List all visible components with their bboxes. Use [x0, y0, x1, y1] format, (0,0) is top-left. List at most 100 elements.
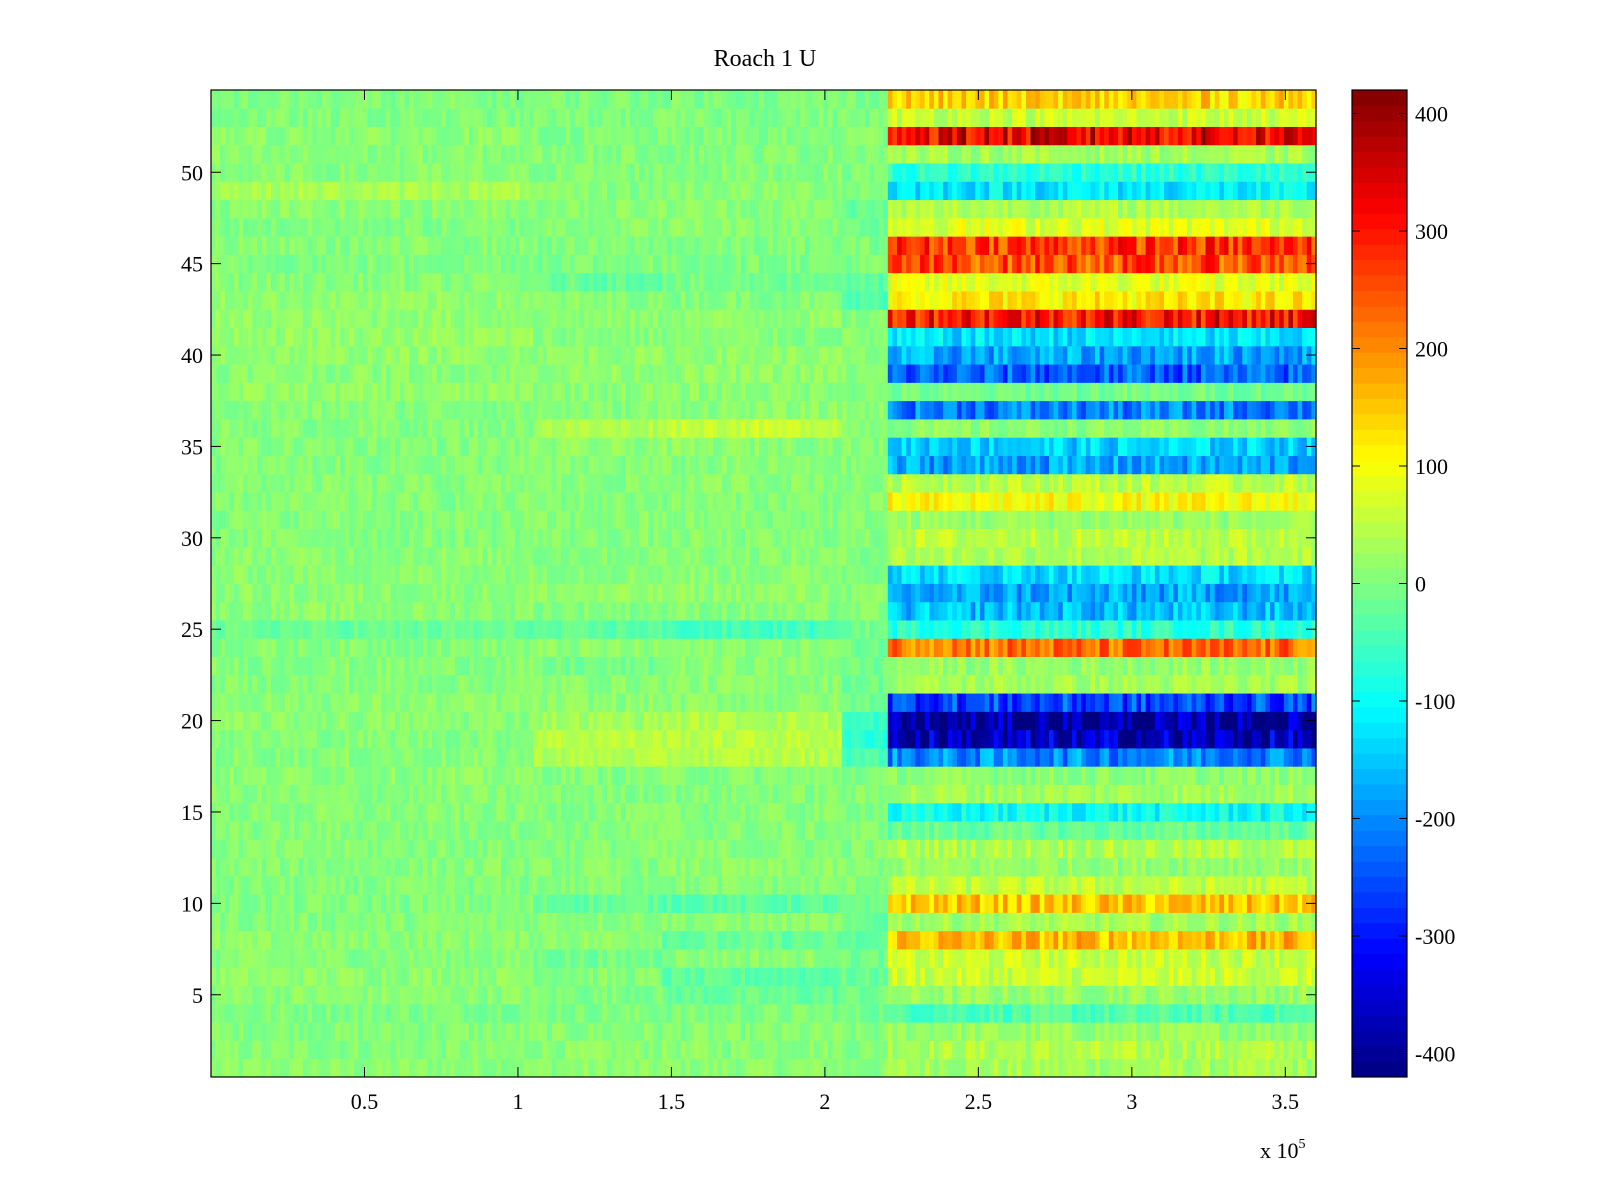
- heatmap-cell: [786, 857, 792, 877]
- heatmap-cell: [390, 1003, 396, 1023]
- heatmap-cell: [427, 875, 433, 895]
- heatmap-cell: [966, 857, 972, 877]
- heatmap-cell: [791, 930, 797, 950]
- heatmap-cell: [676, 693, 682, 712]
- heatmap-cell: [270, 693, 277, 712]
- heatmap-cell: [524, 1058, 530, 1078]
- heatmap-cell: [358, 693, 364, 712]
- heatmap-cell: [349, 985, 355, 1005]
- heatmap-cell: [496, 912, 502, 932]
- heatmap-cell: [685, 875, 691, 895]
- heatmap-cell: [1127, 1003, 1133, 1023]
- heatmap-cell: [491, 875, 498, 895]
- heatmap-cell: [616, 949, 622, 968]
- heatmap-cell: [275, 784, 281, 804]
- heatmap-cell: [1154, 875, 1161, 895]
- heatmap-cell: [1288, 1022, 1294, 1041]
- heatmap-cell: [238, 967, 244, 987]
- heatmap-cell: [266, 967, 272, 987]
- heatmap-cell: [1292, 748, 1299, 767]
- heatmap-cell: [1214, 729, 1220, 749]
- heatmap-cell: [1021, 857, 1027, 877]
- heatmap-cell: [464, 912, 470, 932]
- heatmap-cell: [772, 1058, 778, 1078]
- heatmap-cell: [846, 857, 852, 877]
- heatmap-cell: [827, 912, 834, 932]
- heatmap-cell: [289, 912, 295, 932]
- heatmap-cell: [694, 949, 700, 968]
- heatmap-cell: [795, 930, 801, 950]
- heatmap-cell: [349, 784, 355, 804]
- heatmap-cell: [519, 930, 525, 950]
- heatmap-cell: [514, 821, 521, 840]
- heatmap-cell: [1104, 875, 1110, 895]
- heatmap-cell: [892, 949, 898, 968]
- heatmap-cell: [777, 1022, 783, 1041]
- heatmap-cell: [740, 729, 746, 749]
- heatmap-cell: [860, 1058, 866, 1078]
- heatmap-cell: [574, 967, 580, 987]
- heatmap-cell: [1095, 784, 1101, 804]
- heatmap-cell: [303, 985, 309, 1005]
- heatmap-cell: [1136, 839, 1142, 859]
- heatmap-cell: [542, 857, 548, 877]
- heatmap-cell: [335, 857, 341, 877]
- heatmap-cell: [482, 693, 488, 712]
- heatmap-cell: [1053, 802, 1059, 822]
- heatmap-cell: [662, 967, 668, 987]
- heatmap-cell: [993, 1058, 999, 1078]
- heatmap-cell: [441, 894, 447, 913]
- heatmap-cell: [1099, 729, 1105, 749]
- heatmap-cell: [850, 985, 857, 1005]
- heatmap-cell: [1233, 985, 1239, 1005]
- heatmap-cell: [303, 1022, 309, 1041]
- heatmap-cell: [712, 839, 719, 859]
- heatmap-cell: [436, 821, 442, 840]
- heatmap-cell: [1104, 949, 1110, 968]
- heatmap-cell: [404, 857, 410, 877]
- heatmap-cell: [1302, 729, 1308, 749]
- heatmap-cell: [1297, 1022, 1303, 1041]
- heatmap-cell: [832, 766, 838, 785]
- heatmap-cell: [215, 875, 221, 895]
- heatmap-cell: [252, 1022, 258, 1041]
- heatmap-cell: [906, 729, 912, 749]
- heatmap-cell: [1113, 802, 1119, 822]
- heatmap-cell: [850, 711, 857, 731]
- heatmap-cell: [1168, 930, 1174, 950]
- heatmap-cell: [616, 821, 622, 840]
- heatmap-cell: [1012, 784, 1018, 804]
- heatmap-cell: [326, 967, 332, 987]
- heatmap-cell: [247, 802, 254, 822]
- heatmap-cell: [947, 1040, 953, 1060]
- heatmap-cell: [1297, 1058, 1303, 1078]
- heatmap-cell: [1168, 875, 1174, 895]
- heatmap-cell: [611, 985, 617, 1005]
- heatmap-cell: [676, 875, 682, 895]
- heatmap-cell: [897, 821, 903, 840]
- heatmap-cell: [261, 857, 267, 877]
- heatmap-cell: [745, 729, 751, 749]
- heatmap-cell: [395, 693, 401, 712]
- heatmap-cell: [330, 1003, 336, 1023]
- heatmap-cell: [666, 1003, 673, 1023]
- heatmap-cell: [1214, 802, 1220, 822]
- heatmap-cell: [1085, 748, 1091, 767]
- heatmap-cell: [1302, 1040, 1308, 1060]
- heatmap-cell: [1228, 985, 1234, 1005]
- heatmap-cell: [915, 748, 921, 767]
- heatmap-cell: [238, 930, 244, 950]
- heatmap-cell: [749, 784, 755, 804]
- heatmap-cell: [326, 1003, 332, 1023]
- heatmap-cell: [358, 784, 364, 804]
- heatmap-cell: [312, 839, 318, 859]
- heatmap-cell: [1154, 912, 1161, 932]
- heatmap-cell: [436, 1058, 442, 1078]
- heatmap-cell: [1187, 748, 1193, 767]
- heatmap-cell: [892, 729, 898, 749]
- heatmap-cell: [993, 1003, 999, 1023]
- heatmap-cell: [993, 766, 999, 785]
- heatmap-cell: [1154, 930, 1161, 950]
- heatmap-cell: [800, 875, 806, 895]
- heatmap-cell: [1164, 949, 1170, 968]
